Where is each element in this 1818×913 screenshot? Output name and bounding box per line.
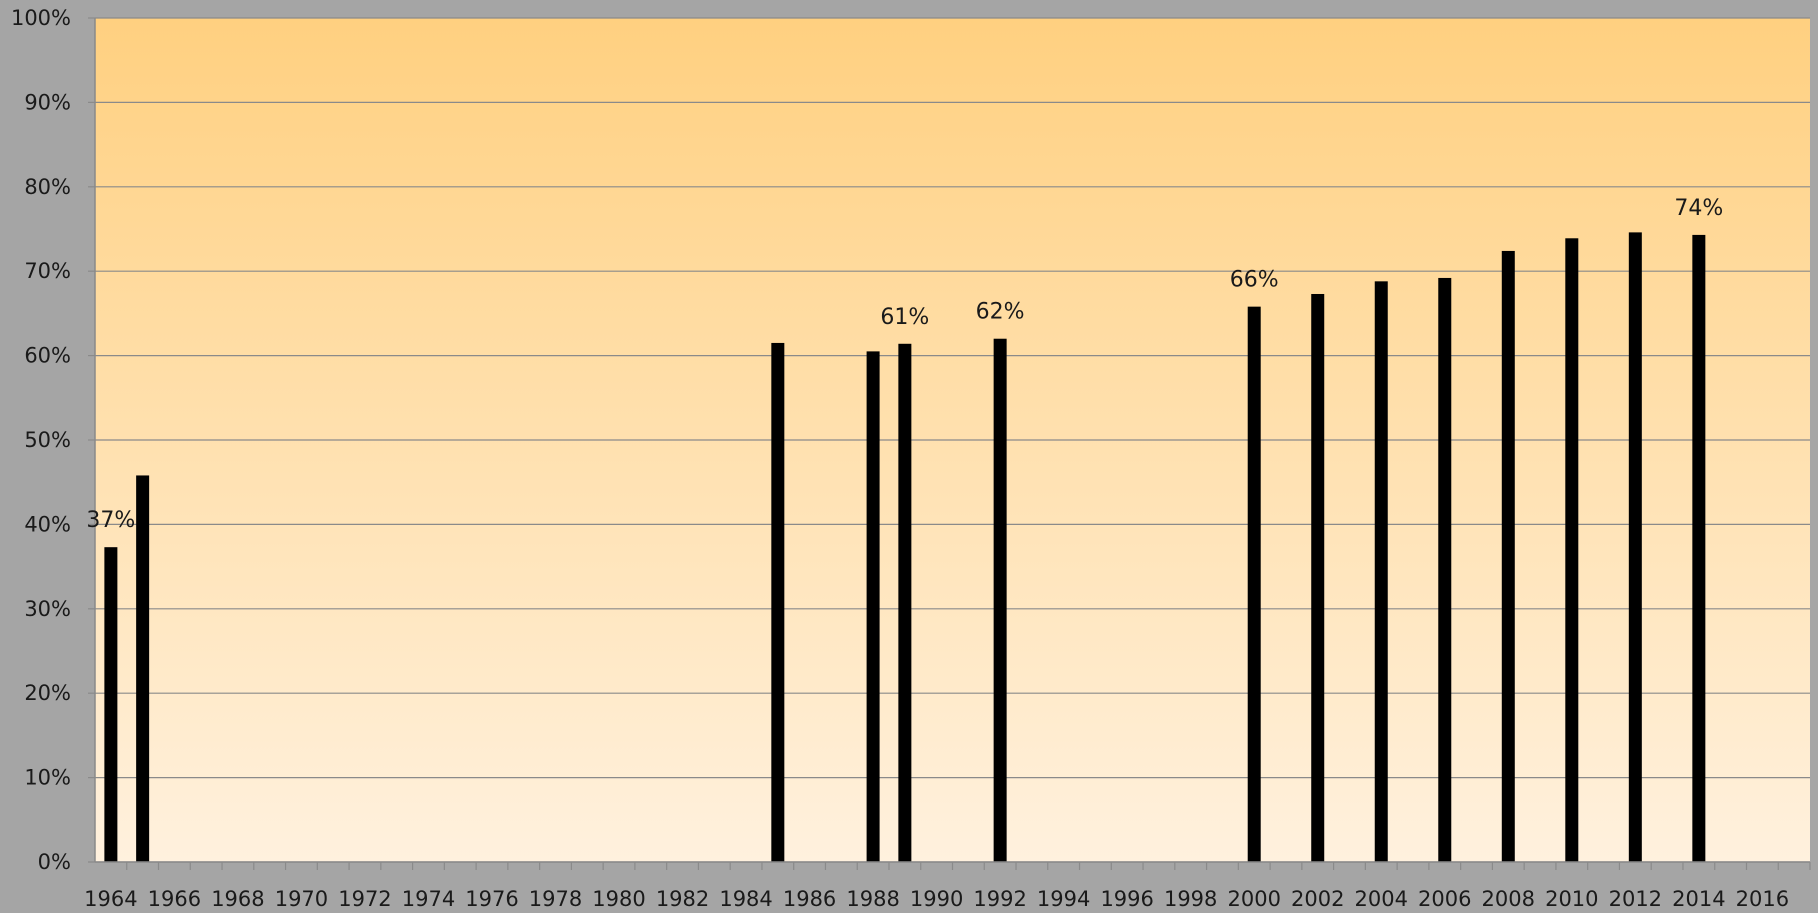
- data-label: 74%: [1674, 196, 1723, 221]
- bar: [1565, 238, 1579, 862]
- bar: [866, 351, 880, 862]
- x-tick-label: 1990: [910, 887, 963, 911]
- x-tick-label: 2014: [1672, 887, 1725, 911]
- y-tick-label: 50%: [24, 428, 71, 452]
- bar: [1628, 232, 1642, 863]
- x-tick-label: 1992: [973, 887, 1026, 911]
- data-labels: 37% 61% 62% 66% 74%: [86, 196, 1723, 533]
- x-tick-label: 2002: [1291, 887, 1344, 911]
- data-label: 37%: [86, 508, 135, 533]
- x-tick-label: 2000: [1227, 887, 1280, 911]
- x-tick-label: 2006: [1418, 887, 1471, 911]
- y-tick-label: 80%: [24, 175, 71, 199]
- x-axis-ticks: 1964 1966 1968 1970 1972 1974 1976 1978 1980 1982…: [84, 887, 1789, 911]
- bar: [993, 338, 1007, 863]
- x-tick-label: 1984: [719, 887, 772, 911]
- x-tick-label: 1998: [1164, 887, 1217, 911]
- bar: [1374, 281, 1388, 862]
- x-tick-label: 1966: [148, 887, 201, 911]
- bar: [898, 343, 912, 862]
- y-tick-label: 60%: [24, 344, 71, 368]
- x-tick-label: 1976: [465, 887, 518, 911]
- x-tick-label: 2016: [1736, 887, 1789, 911]
- x-tick-label: 1988: [846, 887, 899, 911]
- gridlines: [88, 17, 1810, 863]
- bar: [1501, 250, 1515, 863]
- bars: [104, 232, 1706, 863]
- y-tick-label: 40%: [24, 512, 71, 536]
- y-tick-label: 10%: [24, 766, 71, 790]
- x-tick-label: 1996: [1100, 887, 1153, 911]
- bar: [1311, 293, 1325, 862]
- x-tick-label: 1986: [783, 887, 836, 911]
- y-tick-label: 30%: [24, 597, 71, 621]
- x-tick-label: 1994: [1037, 887, 1090, 911]
- x-tick-label: 1980: [592, 887, 645, 911]
- y-tick-label: 0%: [38, 850, 71, 874]
- axes: [94, 18, 1811, 870]
- y-tick-label: 90%: [24, 90, 71, 114]
- x-tick-label: 2010: [1545, 887, 1598, 911]
- x-tick-label: 1972: [338, 887, 391, 911]
- bar: [1438, 277, 1452, 862]
- y-tick-label: 100%: [11, 6, 71, 30]
- x-tick-label: 2008: [1482, 887, 1535, 911]
- x-tick-label: 1964: [84, 887, 137, 911]
- x-tick-label: 1968: [211, 887, 264, 911]
- x-tick-label: 1970: [275, 887, 328, 911]
- y-axis-ticks: 0% 10% 20% 30% 40% 50% 60% 70% 80% 90% 100%: [11, 6, 71, 874]
- x-tick-label: 1978: [529, 887, 582, 911]
- data-label: 66%: [1230, 268, 1279, 293]
- data-label: 62%: [976, 300, 1025, 325]
- bar: [104, 547, 118, 862]
- bar: [136, 475, 150, 862]
- x-tick-label: 2012: [1609, 887, 1662, 911]
- x-tick-label: 1974: [402, 887, 455, 911]
- x-tick-label: 2004: [1355, 887, 1408, 911]
- y-tick-label: 20%: [24, 681, 71, 705]
- x-tick-label: 1982: [656, 887, 709, 911]
- y-tick-label: 70%: [24, 259, 71, 283]
- data-label: 61%: [880, 305, 929, 330]
- bar: [1692, 234, 1706, 862]
- bar: [771, 342, 785, 862]
- bar: [1247, 306, 1261, 862]
